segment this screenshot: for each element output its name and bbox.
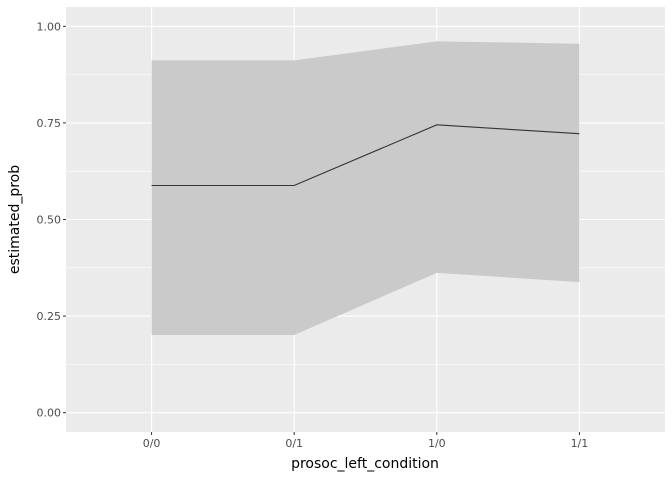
- x-axis-title: prosoc_left_condition: [291, 456, 439, 472]
- estimate-line: [151, 124, 580, 187]
- x-tick-label: 0/0: [143, 437, 161, 450]
- y-tick-label: 0.50: [37, 214, 62, 227]
- x-axis: 0/0 0/1 1/0 1/1: [143, 432, 589, 450]
- x-tick-label: 1/1: [571, 437, 589, 450]
- ribbon-layer: [151, 41, 580, 336]
- y-tick-label: 1.00: [37, 20, 62, 33]
- line-layer: [151, 124, 580, 187]
- y-tick-label: 0.00: [37, 407, 62, 420]
- y-tick-label: 0.25: [37, 310, 62, 323]
- y-tick-label: 0.75: [37, 117, 62, 130]
- x-tick-label: 0/1: [285, 437, 303, 450]
- x-tick-label: 1/0: [428, 437, 446, 450]
- confidence-ribbon: [151, 41, 580, 336]
- y-axis-title: estimated_prob: [7, 165, 23, 274]
- y-axis: 0.00 0.25 0.50 0.75 1.00: [37, 20, 66, 420]
